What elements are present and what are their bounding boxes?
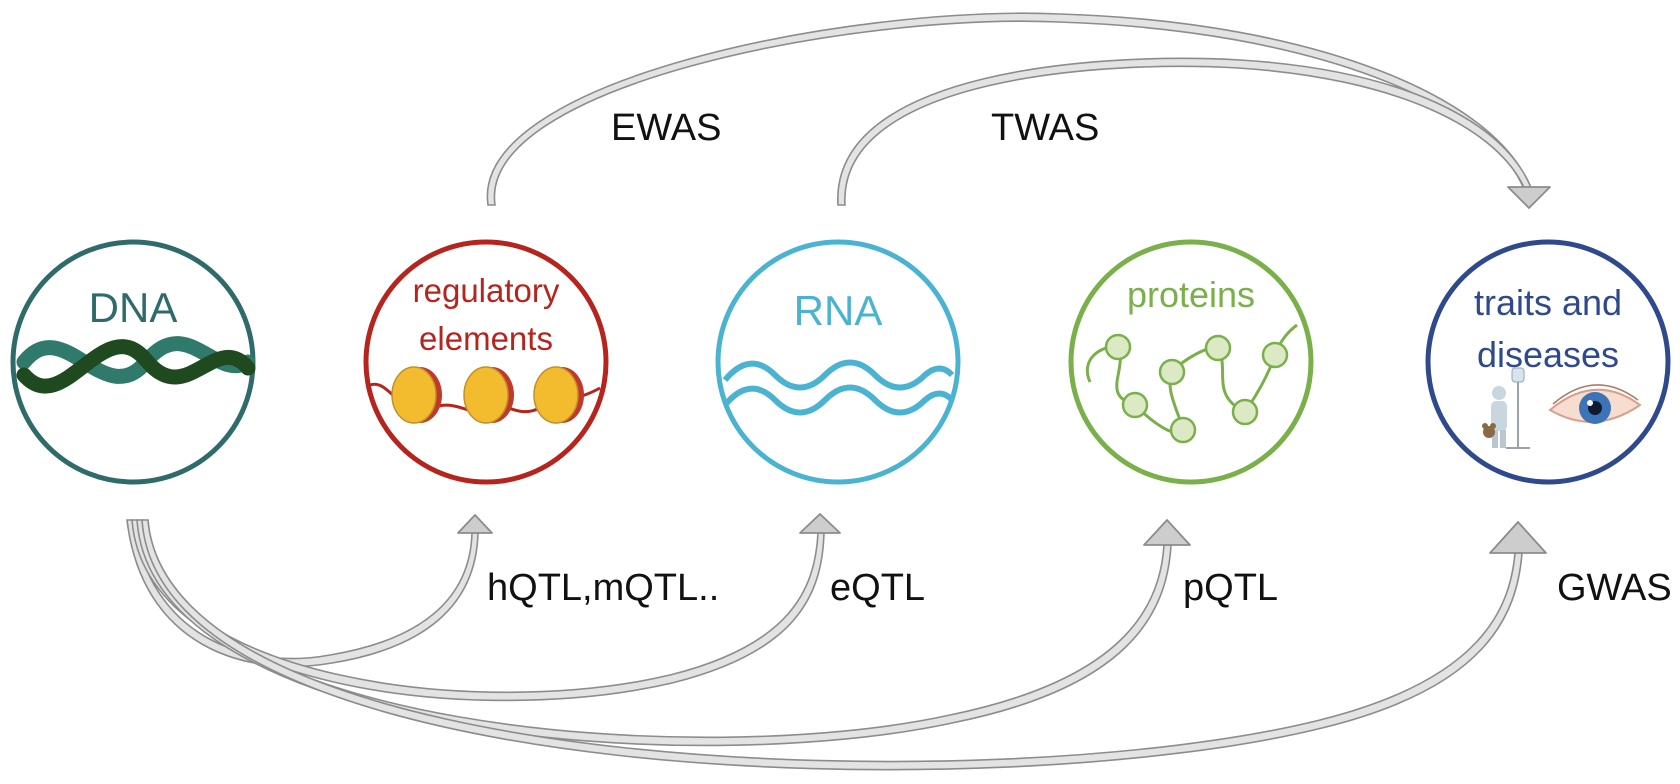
gwas-arrow-head <box>1489 521 1547 554</box>
rna-label: RNA <box>794 287 883 334</box>
eye-icon <box>1548 384 1642 424</box>
pqtl-arrow-shaft <box>136 519 1172 747</box>
node-dna: DNA <box>10 239 256 485</box>
regulatory-label-line2: elements <box>419 320 553 357</box>
traits-circle <box>1425 239 1671 485</box>
node-regulatory-elements: regulatory elements <box>363 239 609 485</box>
regulatory-label-line1: regulatory <box>413 272 560 309</box>
node-proteins: proteins <box>1068 239 1314 485</box>
hqtl-mqtl-label: hQTL,mQTL.. <box>487 567 719 609</box>
dna-label: DNA <box>89 284 178 331</box>
twas-label: TWAS <box>991 107 1099 149</box>
nucleosome-icon <box>369 366 601 424</box>
hqtl-arrow-head <box>457 514 493 534</box>
pqtl-label: pQTL <box>1183 567 1278 609</box>
node-rna: RNA <box>715 239 961 485</box>
top-arrows <box>486 12 1551 209</box>
top-arrow-head <box>1507 186 1551 209</box>
rna-wave-icon <box>722 359 955 416</box>
ewas-label: EWAS <box>611 107 722 149</box>
regulatory-circle <box>363 239 609 485</box>
dna-helix-icon <box>16 336 256 394</box>
eqtl-arrow-shaft <box>131 519 825 702</box>
gwas-label: GWAS <box>1557 567 1672 609</box>
eqtl-arrow-head <box>799 513 841 534</box>
association-labels: EWAS TWAS hQTL,mQTL.. eQTL pQTL GWAS <box>487 107 1672 609</box>
pqtl-arrow-head <box>1143 519 1191 546</box>
protein-chain-icon <box>1085 323 1298 444</box>
bottom-arrows <box>126 513 1547 771</box>
twas-arrow-shaft <box>837 57 1534 206</box>
traits-label-line1: traits and <box>1474 282 1622 323</box>
eqtl-label: eQTL <box>830 567 925 609</box>
node-traits-and-diseases: traits and diseases <box>1425 239 1671 485</box>
patient-icon <box>1482 367 1530 449</box>
proteins-label: proteins <box>1127 274 1255 315</box>
traits-label-line2: diseases <box>1477 334 1619 375</box>
